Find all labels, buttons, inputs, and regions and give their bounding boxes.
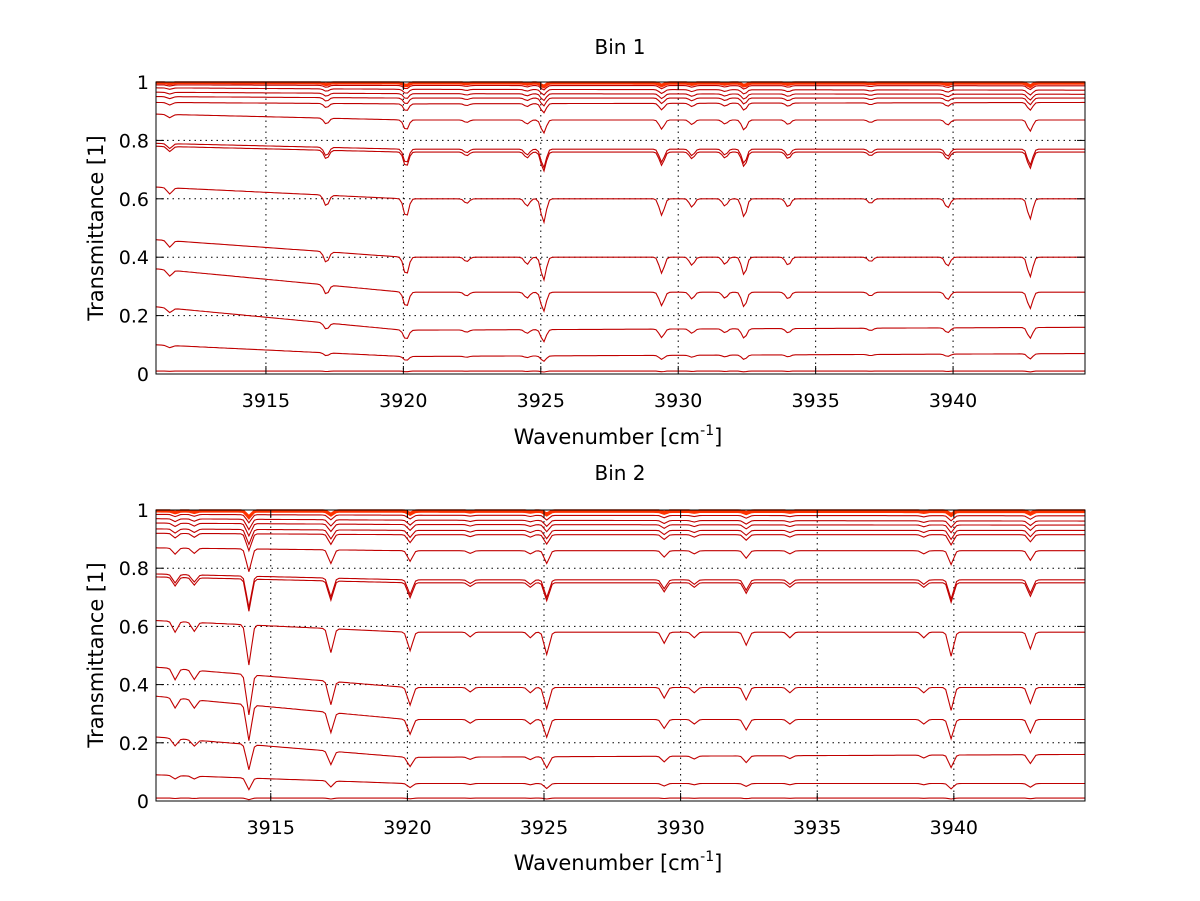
series-line [155,736,1086,770]
y-tick-label: 0.2 [119,733,149,755]
axes-title-bin-1: Bin 1 [594,35,645,59]
y-tick-label: 0.6 [119,616,149,638]
x-tick-label: 3930 [654,390,702,412]
series-line [156,510,1085,520]
series-line [156,96,1085,107]
series-line [156,370,1085,373]
series-line [156,797,1085,801]
x-ticks-bin-2: 3915 3920 3925 3930 3935 3940 [247,510,978,839]
series-line [156,518,1085,531]
axes-frame-bin-1 [155,81,1086,375]
x-tick-label: 3940 [930,817,978,839]
x-axis-label-main: Wavenumber [cm [514,425,700,449]
series-line [155,666,1085,715]
y-tick-label: 0.8 [119,558,149,580]
series-line [156,532,1085,553]
y-ticks-bin-2: 0 0.2 0.4 0.6 0.8 1 [119,500,1085,813]
x-tick-label: 3925 [520,817,568,839]
x-tick-label: 3920 [379,390,427,412]
x-tick-label: 3915 [242,390,290,412]
axes-title-bin-2: Bin 2 [594,461,645,485]
y-ticks-bin-1: 0 0.2 0.4 0.6 0.8 1 [119,72,1085,386]
x-axis-label-bin-1: Wavenumber [cm-1] [514,423,723,449]
x-tick-label: 3935 [791,390,839,412]
series-line [155,142,1085,170]
x-axis-label-superscript: -1 [700,423,714,439]
x-tick-label: 3940 [929,390,977,412]
series-line [155,113,1085,135]
x-tick-label: 3915 [247,817,295,839]
series-line [155,547,1085,572]
x-axis-label-main: Wavenumber [cm [514,851,700,875]
x-axis-label-bin-2: Wavenumber [cm-1] [514,849,723,875]
y-tick-label: 0 [137,364,149,386]
y-tick-label: 0.8 [119,130,149,152]
series-line [155,573,1085,608]
series-line [155,145,1085,173]
y-axis-label-bin-2: Transmittance [1] [84,562,108,748]
series-line [155,774,1085,791]
series-line [156,82,1085,89]
series-line [155,87,1085,96]
x-tick-label: 3930 [656,817,704,839]
series-line [155,576,1085,612]
axes-frame-bin-2 [155,509,1086,802]
x-tick-label: 3920 [383,817,431,839]
axes-bin-2: Bin 2 3915 3920 3925 3930 3935 3940 0 0.2 0.4 0.… [84,461,1086,875]
series-line [156,528,1085,546]
y-tick-label: 0.4 [119,675,149,697]
axes-bin-1: Bin 1 3915 3920 3925 3930 3935 3940 0 0.2 0.4 0.… [84,35,1086,449]
x-axis-label-close: ] [714,425,722,449]
series-line [156,522,1085,538]
plot-area-bin-2 [156,510,1085,801]
series-line [155,306,1085,343]
series-line [155,268,1085,313]
y-tick-label: 0 [137,791,149,813]
y-tick-label: 0.6 [119,189,149,211]
series-line [156,91,1085,102]
y-tick-label: 0.4 [119,247,149,269]
series-line [156,509,1085,518]
y-tick-label: 1 [137,72,149,94]
x-ticks-bin-1: 3915 3920 3925 3930 3935 3940 [242,82,977,412]
series-line [155,186,1085,225]
series-line [155,239,1085,283]
series-line [156,84,1085,91]
series-line [155,101,1085,114]
series-line [155,344,1085,363]
y-tick-label: 1 [137,500,149,522]
y-tick-label: 0.2 [119,306,149,328]
y-axis-label-bin-1: Transmittance [1] [84,135,108,321]
series-line [155,695,1085,741]
plot-area-bin-1 [156,82,1085,374]
series-line [156,513,1085,524]
x-axis-label-close: ] [714,851,722,875]
x-tick-label: 3935 [793,817,841,839]
x-axis-label-superscript: -1 [700,849,714,865]
series-line [155,620,1085,666]
x-tick-label: 3925 [517,390,565,412]
